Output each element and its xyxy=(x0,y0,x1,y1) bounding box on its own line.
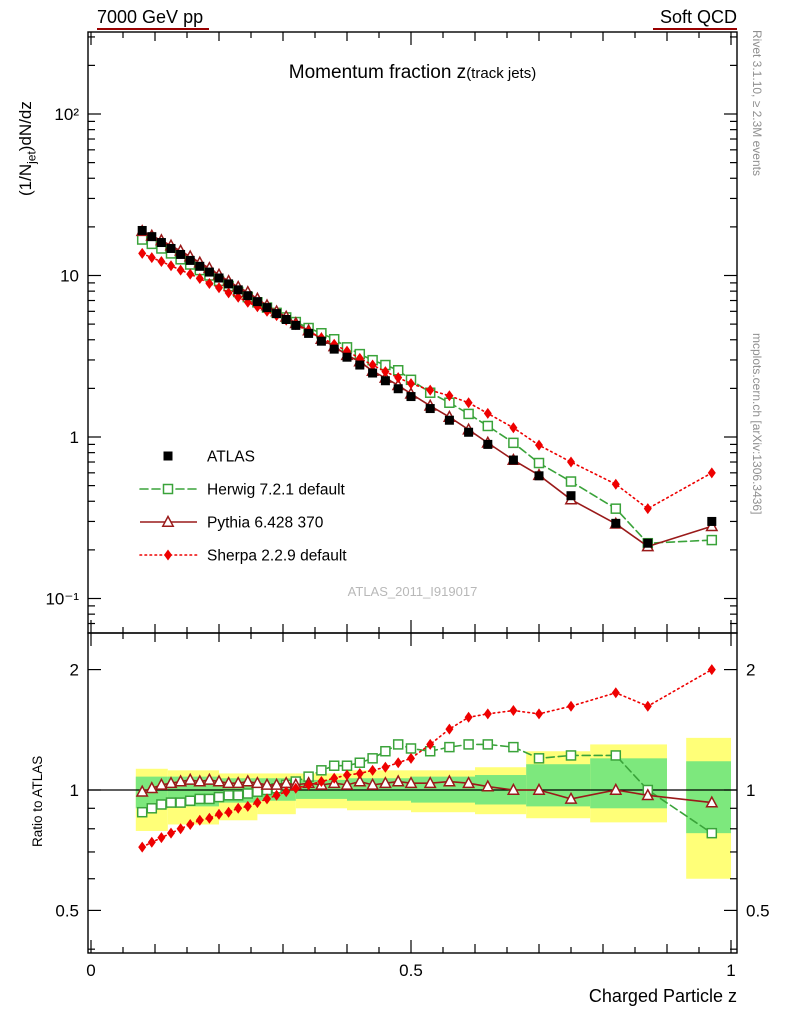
main-y-axis-label: (1/Njet)dN/dz xyxy=(16,101,39,196)
plot-title: Momentum fraction z(track jets) xyxy=(88,62,737,84)
svg-text:0.5: 0.5 xyxy=(55,901,79,920)
legend-item-atlas: ATLAS xyxy=(163,449,255,466)
series-atlas xyxy=(137,225,717,548)
ratio-plot-frame xyxy=(87,632,738,954)
mcplots-attribution-note: mcplots.cern.ch [arXiv:1306.3436] xyxy=(750,333,764,515)
rivet-version-note: Rivet 3.1.10, ≥ 2.3M events xyxy=(750,30,764,176)
plot-title-small: (track jets) xyxy=(466,65,537,82)
svg-text:10⁻¹: 10⁻¹ xyxy=(45,590,79,609)
header-underline-right xyxy=(653,28,737,30)
svg-text:1: 1 xyxy=(746,781,755,800)
svg-text:0.5: 0.5 xyxy=(746,901,770,920)
legend: ATLAS Herwig 7.2.1 default Pythia 6.428 37… xyxy=(139,449,347,565)
svg-text:Sherpa 2.2.9 default: Sherpa 2.2.9 default xyxy=(207,548,347,565)
svg-text:ATLAS: ATLAS xyxy=(207,449,255,466)
svg-text:2: 2 xyxy=(70,661,79,680)
ratio-y-axis-label: Ratio to ATLAS xyxy=(30,755,45,847)
beam-energy-label: 7000 GeV pp xyxy=(97,7,204,27)
plot-title-main: Momentum fraction z xyxy=(288,62,467,83)
svg-text:10²: 10² xyxy=(54,105,79,124)
svg-text:2: 2 xyxy=(746,661,755,680)
series-sherpa-2-2-9-default xyxy=(138,247,716,853)
process-group-label: Soft QCD xyxy=(659,7,737,27)
ratio-uncertainty-bands xyxy=(135,737,731,879)
svg-text:0: 0 xyxy=(86,961,95,980)
svg-text:1: 1 xyxy=(726,961,735,980)
main-plot-frame xyxy=(87,31,738,634)
svg-text:10: 10 xyxy=(60,267,79,286)
svg-text:0.5: 0.5 xyxy=(399,961,423,980)
legend-item-herwig-7-2-1-default: Herwig 7.2.1 default xyxy=(139,482,346,499)
svg-text:Herwig 7.2.1 default: Herwig 7.2.1 default xyxy=(207,482,346,499)
x-axis-label: Charged Particle z xyxy=(588,986,737,1006)
svg-text:1: 1 xyxy=(70,781,79,800)
svg-text:1: 1 xyxy=(70,428,79,447)
analysis-id-watermark: ATLAS_2011_I919017 xyxy=(347,584,478,599)
legend-item-sherpa-2-2-9-default: Sherpa 2.2.9 default xyxy=(139,548,347,565)
axis-ticks: 10⁻¹ 1 10 10² 0.5 0.5 1 1 2 2 0 0.5 1 xyxy=(45,32,770,980)
legend-item-pythia-6-428-370: Pythia 6.428 370 xyxy=(140,515,324,532)
header-underline-left xyxy=(97,28,209,30)
svg-text:Pythia 6.428 370: Pythia 6.428 370 xyxy=(207,515,324,532)
